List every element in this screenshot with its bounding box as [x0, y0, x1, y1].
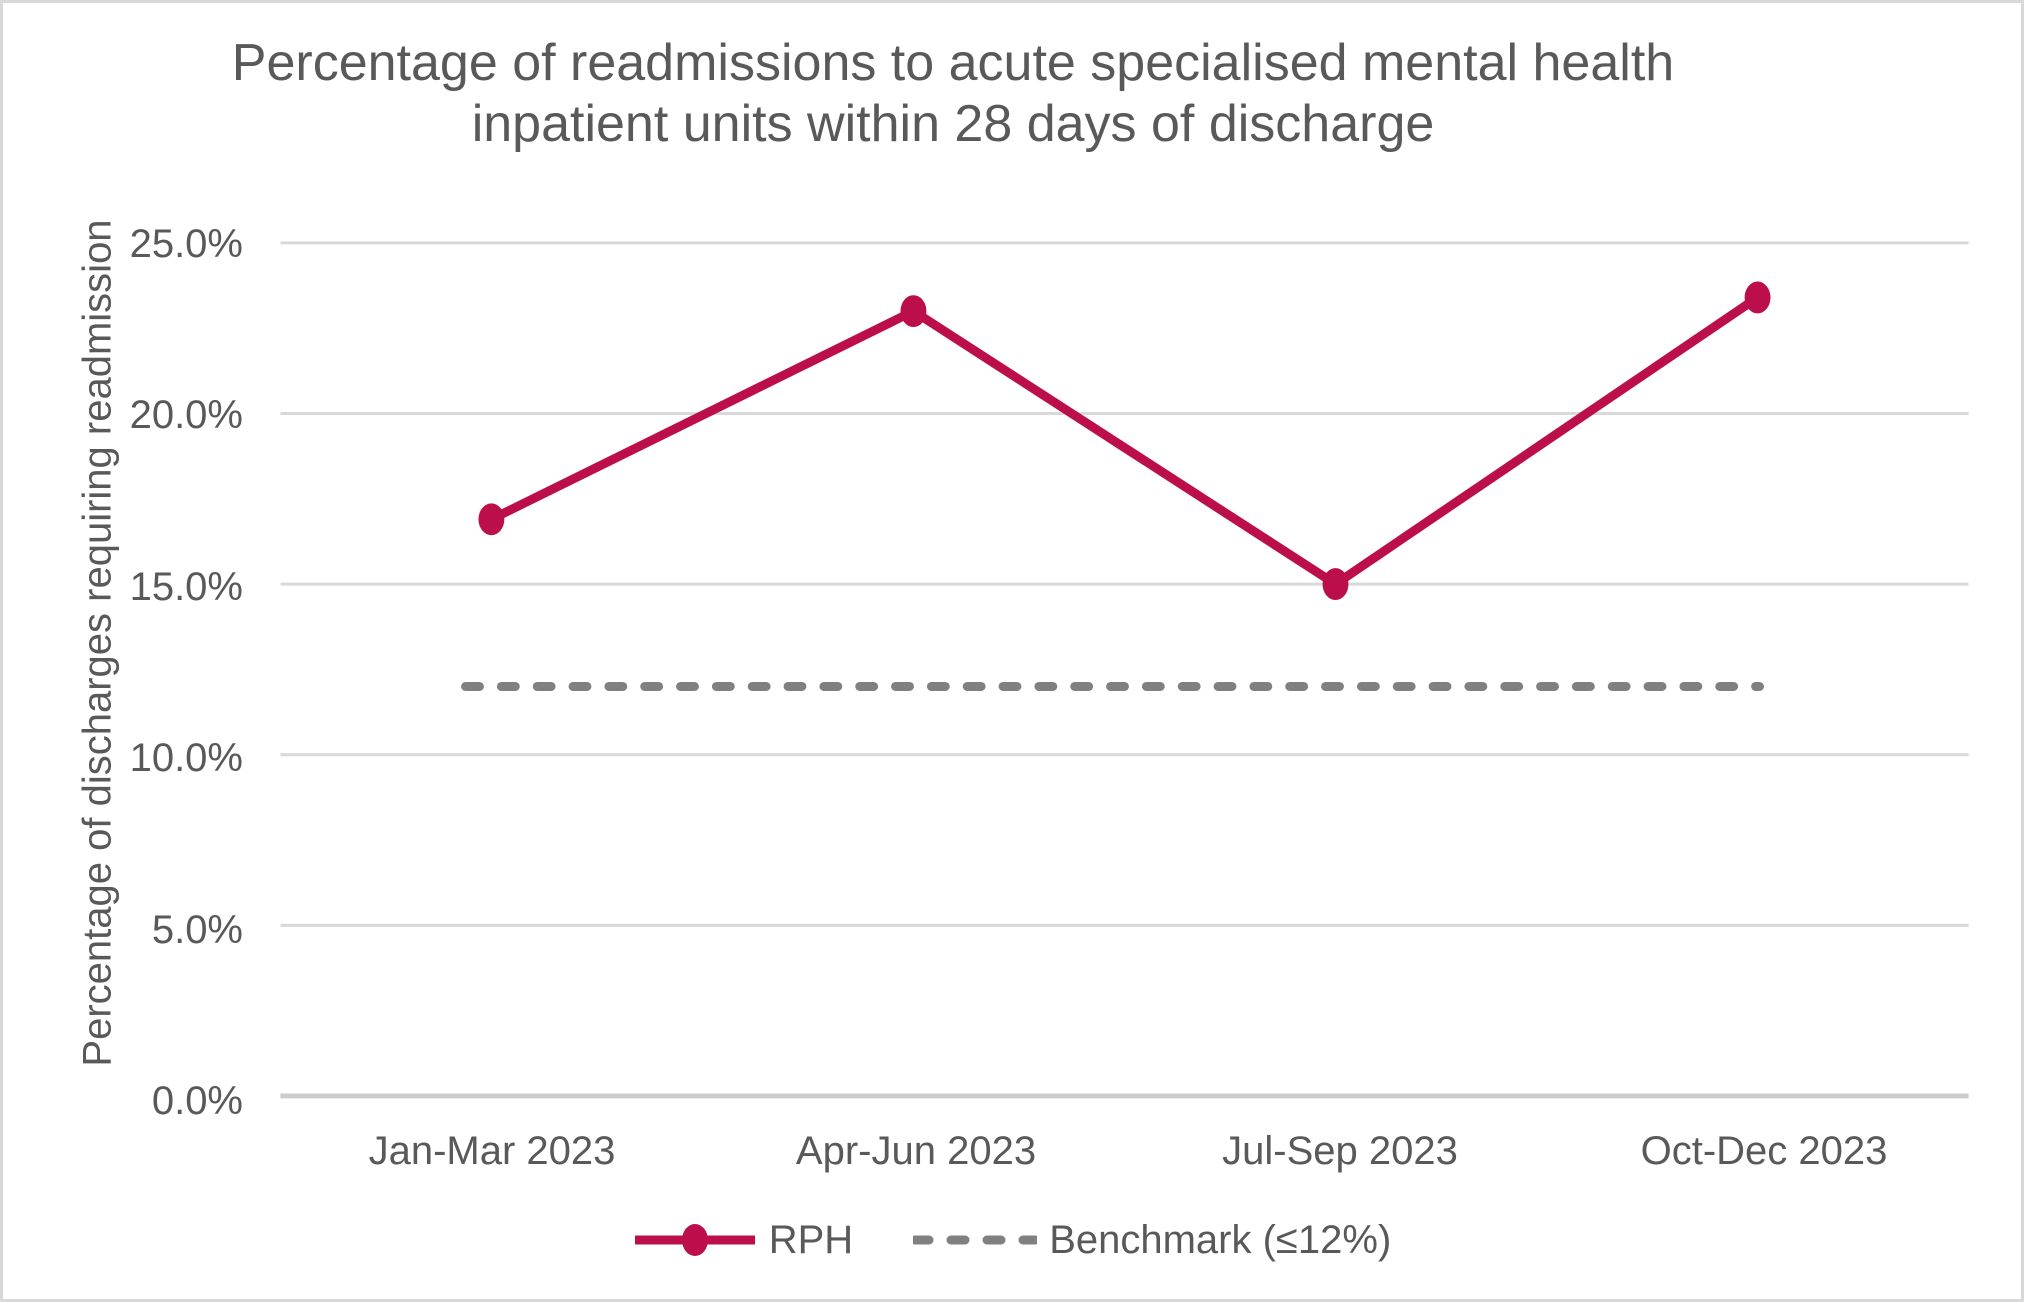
- x-category-label: Oct-Dec 2023: [1640, 1129, 1888, 1173]
- benchmark-dashed-line-icon: [913, 1235, 1038, 1245]
- legend-label: Benchmark (≤12%): [1049, 1217, 1392, 1262]
- legend-label: RPH: [768, 1217, 854, 1262]
- plot-area: [280, 241, 1969, 1099]
- y-tick-label: 0.0%: [151, 1079, 243, 1123]
- rph-line: [489, 293, 1761, 589]
- legend-item-benchmark: Benchmark (≤12%): [913, 1218, 1391, 1263]
- y-tick-label: 25.0%: [129, 222, 243, 266]
- chart-title: Percentage of readmissions to acute spec…: [231, 34, 1675, 153]
- x-category-label: Jan-Mar 2023: [368, 1129, 616, 1173]
- x-category-label: Apr-Jun 2023: [795, 1129, 1037, 1173]
- rph-line-sample-icon: [634, 1224, 755, 1256]
- y-tick-label: 10.0%: [129, 736, 243, 781]
- legend-item-rph: RPH: [633, 1218, 853, 1263]
- rph-data-point-marker: [1744, 281, 1771, 314]
- legend: RPH Benchmark (≤12%): [3, 1213, 2021, 1267]
- y-tick-label: 20.0%: [129, 393, 243, 438]
- rph-data-point-marker: [900, 295, 927, 328]
- x-category-label: Jul-Sep 2023: [1222, 1129, 1458, 1173]
- rph-data-point-marker: [1322, 568, 1349, 601]
- rph-data-point-marker: [478, 503, 505, 536]
- y-tick-label: 5.0%: [151, 907, 243, 952]
- y-tick-label: 15.0%: [129, 564, 243, 609]
